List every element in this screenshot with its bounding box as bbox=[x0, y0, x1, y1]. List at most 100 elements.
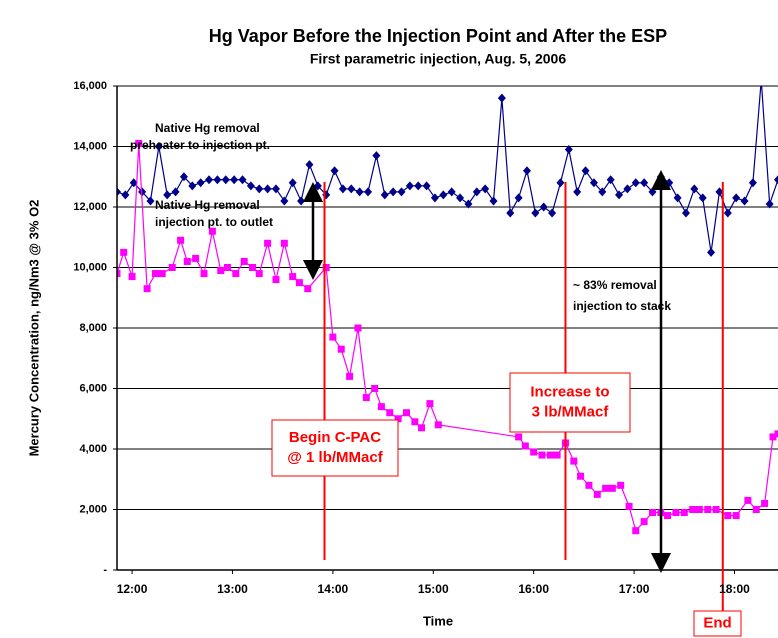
point bbox=[522, 166, 531, 176]
point bbox=[608, 484, 616, 492]
event-label: Begin C-PAC bbox=[289, 429, 381, 446]
point bbox=[707, 247, 716, 257]
point bbox=[403, 409, 411, 417]
point bbox=[625, 502, 633, 510]
point bbox=[598, 187, 607, 197]
point bbox=[280, 196, 289, 206]
point bbox=[521, 442, 529, 450]
point bbox=[774, 430, 778, 438]
point bbox=[704, 506, 712, 513]
point bbox=[355, 187, 364, 197]
point bbox=[322, 264, 330, 271]
point bbox=[128, 273, 136, 281]
point bbox=[411, 418, 419, 426]
point bbox=[305, 160, 314, 170]
annotation: preheater to injection pt. bbox=[130, 138, 270, 152]
point bbox=[295, 279, 303, 287]
point bbox=[238, 175, 247, 185]
point bbox=[337, 345, 345, 353]
point bbox=[439, 190, 448, 200]
annotation: injection to stack bbox=[573, 299, 671, 313]
point bbox=[192, 254, 200, 262]
point bbox=[171, 187, 180, 197]
y-tick-label: 8,000 bbox=[79, 322, 107, 334]
point bbox=[117, 270, 121, 278]
y-tick-label: 2,000 bbox=[79, 503, 107, 515]
event-box bbox=[693, 610, 742, 637]
point bbox=[418, 424, 426, 432]
point bbox=[120, 248, 128, 256]
point bbox=[573, 187, 582, 197]
point bbox=[585, 481, 593, 489]
point bbox=[230, 175, 239, 185]
point bbox=[289, 273, 297, 281]
point bbox=[506, 208, 515, 218]
point bbox=[774, 175, 778, 185]
point bbox=[744, 496, 752, 504]
point bbox=[163, 190, 172, 200]
y-tick-label: 16,000 bbox=[73, 80, 107, 92]
point bbox=[232, 270, 240, 278]
point bbox=[304, 285, 312, 293]
point bbox=[556, 178, 565, 188]
x-axis-label: Time bbox=[423, 613, 453, 628]
point bbox=[623, 184, 632, 194]
y-tick-label: 10,000 bbox=[73, 261, 107, 273]
point bbox=[249, 264, 257, 271]
point bbox=[397, 187, 406, 197]
point bbox=[414, 181, 423, 191]
point bbox=[213, 175, 222, 185]
point bbox=[673, 193, 682, 203]
point bbox=[329, 333, 337, 341]
point bbox=[135, 139, 143, 147]
x-tick-label: 12:00 bbox=[117, 582, 148, 596]
point bbox=[497, 93, 506, 103]
point bbox=[121, 190, 130, 200]
plot-area bbox=[117, 75, 778, 535]
point bbox=[564, 145, 573, 155]
x-tick-label: 16:00 bbox=[518, 582, 549, 596]
point bbox=[570, 457, 578, 465]
point bbox=[681, 208, 690, 218]
y-tick-label: 6,000 bbox=[79, 382, 107, 394]
point bbox=[264, 239, 272, 247]
point bbox=[577, 472, 585, 480]
point bbox=[221, 175, 230, 185]
y-axis-label: Mercury Concentration, ng/Nm3 @ 3% O2 bbox=[26, 200, 41, 457]
point bbox=[456, 193, 465, 203]
point bbox=[386, 409, 394, 417]
annotation: Native Hg removal bbox=[155, 121, 260, 135]
point bbox=[757, 75, 765, 84]
point bbox=[515, 433, 523, 441]
annotation: injection pt. to outlet bbox=[155, 215, 273, 229]
point bbox=[680, 509, 688, 517]
point bbox=[364, 187, 373, 197]
point bbox=[394, 415, 402, 423]
point bbox=[631, 178, 640, 188]
point bbox=[648, 509, 656, 517]
point bbox=[690, 184, 699, 194]
point bbox=[606, 175, 615, 185]
point bbox=[271, 184, 280, 194]
point bbox=[255, 270, 263, 278]
y-tick-label: 4,000 bbox=[79, 443, 107, 455]
point bbox=[288, 178, 297, 188]
point bbox=[154, 142, 163, 151]
point bbox=[158, 270, 166, 278]
point bbox=[640, 178, 649, 188]
point bbox=[732, 512, 740, 520]
point bbox=[740, 196, 749, 206]
point bbox=[538, 451, 546, 459]
y-tick-label: 14,000 bbox=[73, 140, 107, 152]
point bbox=[530, 448, 538, 456]
point bbox=[179, 172, 188, 182]
point bbox=[689, 506, 697, 513]
point bbox=[472, 187, 481, 197]
point bbox=[330, 166, 339, 176]
x-tick-label: 13:00 bbox=[217, 582, 248, 596]
point bbox=[698, 193, 707, 203]
point bbox=[447, 187, 456, 197]
point bbox=[280, 239, 288, 247]
point bbox=[430, 193, 439, 203]
point bbox=[177, 236, 185, 244]
